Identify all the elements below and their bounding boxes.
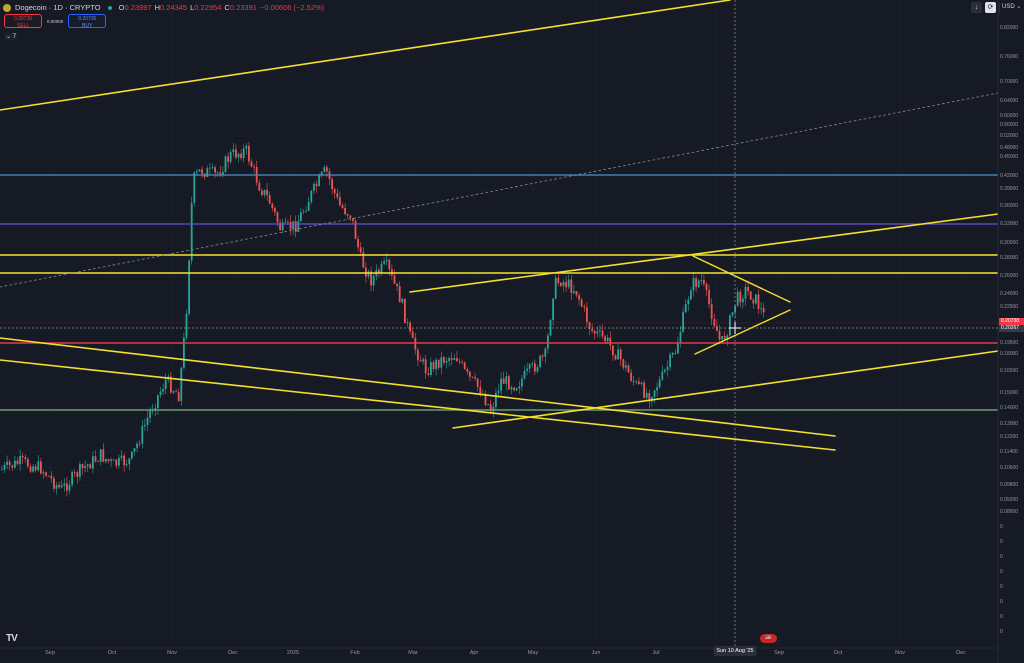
price-tick: 0.09800: [1000, 482, 1019, 488]
scroll-to-bottom-icon[interactable]: ↓: [971, 2, 982, 13]
market-open-status-icon: [107, 5, 112, 10]
trendline[interactable]: [694, 309, 791, 355]
price-tick: 0.70000: [1000, 79, 1019, 85]
trendline[interactable]: [452, 350, 999, 429]
chart-grid: [0, 0, 998, 648]
price-tick: 0: [1000, 539, 1003, 545]
time-axis-labels: Sep Oct Nov Dec 2025 Feb Mar Apr May Jun Jul Sep Oct…: [0, 648, 998, 663]
tradingview-logo-icon[interactable]: TV: [6, 633, 18, 644]
sell-price: 0.20738: [13, 16, 33, 22]
price-tick: 0: [1000, 584, 1003, 590]
buy-button[interactable]: 0.20736 BUY: [68, 14, 107, 29]
trendline[interactable]: [0, 337, 836, 437]
sell-label: SELL: [16, 22, 30, 29]
price-tick: 0.10600: [1000, 465, 1019, 471]
price-tick: 0.36000: [1000, 203, 1019, 209]
time-tick: Nov: [167, 650, 177, 656]
price-tick: 0.64000: [1000, 98, 1019, 104]
symbol-legend: Dogecoin · 1D · CRYPTO O0.23997 H0.24345 L…: [3, 3, 327, 12]
price-tick: 0.08600: [1000, 509, 1019, 515]
crosshair-price-tag: 0.20267: [999, 325, 1024, 332]
price-tick: 0.12200: [1000, 434, 1019, 440]
crosshair-date-tag: Sun 10 Aug '25: [713, 646, 757, 656]
price-tick: 0.39000: [1000, 186, 1019, 192]
time-tick: Jun: [591, 650, 601, 656]
trendline[interactable]: [0, 359, 836, 451]
dogecoin-logo-icon: [3, 3, 11, 12]
time-tick: Sep: [774, 650, 784, 656]
price-tick: 0.09200: [1000, 497, 1019, 503]
symbol-title[interactable]: Dogecoin · 1D · CRYPTO: [15, 3, 101, 12]
time-tick: Nov: [895, 650, 905, 656]
time-tick: Jul: [652, 650, 660, 656]
time-tick: Dec: [228, 650, 238, 656]
drawing-lines: [0, 0, 999, 451]
price-tick: 0.24000: [1000, 291, 1019, 297]
price-tick: 0.14000: [1000, 405, 1019, 411]
price-tick: 0.26000: [1000, 273, 1019, 279]
us-event-flag-icon[interactable]: 🇺🇸: [760, 634, 777, 643]
price-tick: 0.60000: [1000, 113, 1019, 119]
trade-panel: 0.20738 SELL 0.00000 0.20736 BUY: [4, 14, 107, 29]
price-tick: 0: [1000, 524, 1003, 530]
price-tick: 0.76000: [1000, 54, 1019, 60]
price-tick: 0.16500: [1000, 368, 1019, 374]
price-tick: 0.19500: [1000, 340, 1019, 346]
top-right-controls: ↓ ⟳ USD ⌄: [971, 2, 1024, 13]
chevron-down-icon: ⌄: [6, 34, 12, 40]
time-tick: May: [527, 650, 539, 656]
price-tick: 0.18000: [1000, 351, 1019, 357]
ohlc-values: O0.23997 H0.24345 L0.22954 C0.23391 −0.00606…: [118, 3, 325, 12]
spread-value: 0.00000: [47, 18, 64, 24]
crosshair-cursor-icon: [729, 322, 741, 334]
price-tick: 0.11400: [1000, 449, 1018, 455]
price-tick: 0.42000: [1000, 173, 1019, 179]
price-tick: 0: [1000, 629, 1003, 635]
price-tick: 0.13000: [1000, 421, 1019, 427]
price-tick: 0.82000: [1000, 25, 1019, 31]
price-tick: 0.56000: [1000, 122, 1019, 128]
time-tick: Oct: [833, 650, 843, 656]
time-tick: Mar: [408, 650, 418, 656]
reset-scale-icon[interactable]: ⟳: [985, 2, 996, 13]
price-tick: 0.22500: [1000, 304, 1019, 310]
buy-price: 0.20736: [78, 16, 97, 22]
sell-button[interactable]: 0.20738 SELL: [4, 14, 42, 29]
time-tick: 2025: [286, 650, 300, 656]
time-tick: Oct: [107, 650, 117, 656]
price-tick: 0.15000: [1000, 390, 1019, 396]
price-tick: 0.33000: [1000, 221, 1019, 227]
price-tick: 0.48000: [1000, 145, 1019, 151]
currency-label: USD: [1002, 4, 1015, 10]
trendline[interactable]: [692, 255, 791, 303]
last-price-tag: 0.20738: [999, 318, 1024, 325]
trendline[interactable]: [0, 92, 999, 288]
indicators-toggle[interactable]: ⌄ 7: [4, 33, 19, 40]
price-axis-labels: 0.82000 0.76000 0.70000 0.64000 0.60000 0.560…: [998, 0, 1024, 663]
time-tick: Dec: [956, 650, 966, 656]
price-tick: 0: [1000, 554, 1003, 560]
time-tick: Sep: [45, 650, 55, 656]
indicators-count: 7: [12, 34, 17, 40]
price-tick: 0: [1000, 569, 1003, 575]
price-tick: 0.30000: [1000, 240, 1019, 246]
price-tick: 0: [1000, 614, 1003, 620]
trendline[interactable]: [0, 0, 731, 111]
currency-select[interactable]: USD ⌄: [999, 2, 1024, 13]
price-tick: 0.28000: [1000, 255, 1019, 261]
trendline[interactable]: [409, 213, 999, 293]
price-tick: 0: [1000, 599, 1003, 605]
buy-label: BUY: [82, 22, 93, 29]
time-tick: Feb: [350, 650, 360, 656]
price-tick: 0.45000: [1000, 154, 1019, 160]
price-tick: 0.52000: [1000, 133, 1019, 139]
time-tick: Apr: [469, 650, 479, 656]
